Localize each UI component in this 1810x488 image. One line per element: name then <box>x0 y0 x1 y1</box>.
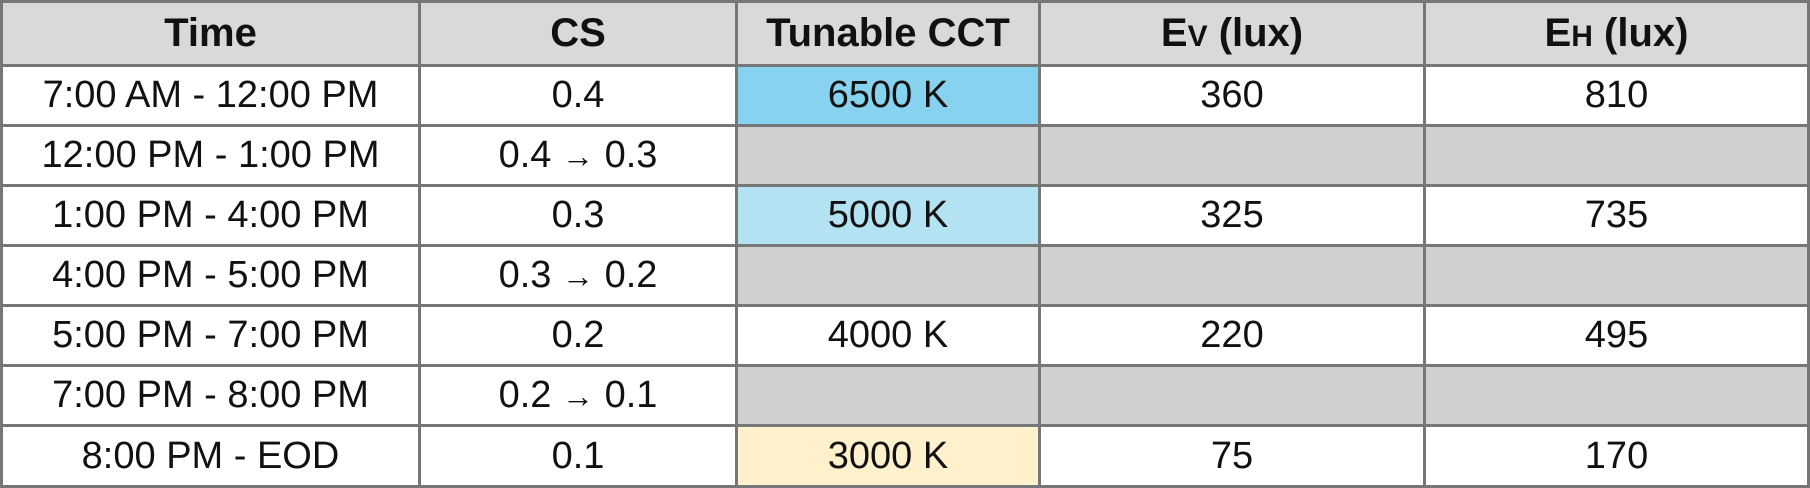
cell-time: 4:00 PM - 5:00 PM <box>0 244 421 307</box>
cell-cs: 0.2 <box>418 304 738 367</box>
cell-eh: 735 <box>1423 184 1810 247</box>
cell-cs: 0.2 → 0.1 <box>418 364 738 427</box>
cs-from: 0.3 <box>498 254 552 296</box>
cs-from: 0.4 <box>498 134 552 176</box>
header-eh-subscript: H <box>1571 20 1593 53</box>
cell-cct: 4000 K <box>735 304 1041 367</box>
table-row: 12:00 PM - 1:00 PM 0.4 → 0.3 <box>0 124 1810 187</box>
table-row: 7:00 AM - 12:00 PM 0.4 6500 K 360 810 <box>0 64 1810 127</box>
table-row: 7:00 PM - 8:00 PM 0.2 → 0.1 <box>0 364 1810 427</box>
cell-cct-empty <box>735 364 1041 427</box>
cell-eh-empty <box>1423 244 1810 307</box>
arrow-right-icon: → <box>562 258 594 294</box>
cs-to: 0.2 <box>604 254 658 296</box>
header-eh-letter: E <box>1544 11 1572 55</box>
table-row: 4:00 PM - 5:00 PM 0.3 → 0.2 <box>0 244 1810 307</box>
cell-eh: 495 <box>1423 304 1810 367</box>
cell-cct: 6500 K <box>735 64 1041 127</box>
cs-from: 0.2 <box>498 374 552 416</box>
cell-time: 7:00 PM - 8:00 PM <box>0 364 421 427</box>
header-cs: CS <box>418 0 738 67</box>
cell-time: 12:00 PM - 1:00 PM <box>0 124 421 187</box>
header-time: Time <box>0 0 421 67</box>
header-ev-subscript: V <box>1187 20 1208 53</box>
header-row: Time CS Tunable CCT EV (lux) EH (lux) <box>0 0 1810 67</box>
table-row: 5:00 PM - 7:00 PM 0.2 4000 K 220 495 <box>0 304 1810 367</box>
cell-time: 8:00 PM - EOD <box>0 424 421 488</box>
header-ev-unit: (lux) <box>1207 11 1304 55</box>
cell-cs: 0.3 <box>418 184 738 247</box>
cell-cs: 0.4 <box>418 64 738 127</box>
header-ev: EV (lux) <box>1038 0 1426 67</box>
cs-to: 0.3 <box>604 134 658 176</box>
cs-to: 0.1 <box>604 374 658 416</box>
cell-time: 1:00 PM - 4:00 PM <box>0 184 421 247</box>
cell-ev-empty <box>1038 124 1426 187</box>
header-eh-unit: (lux) <box>1592 11 1689 55</box>
table-row: 8:00 PM - EOD 0.1 3000 K 75 170 <box>0 424 1810 488</box>
cell-cct: 3000 K <box>735 424 1041 488</box>
header-cct: Tunable CCT <box>735 0 1041 67</box>
cell-eh-empty <box>1423 124 1810 187</box>
cell-eh: 810 <box>1423 64 1810 127</box>
cell-cct: 5000 K <box>735 184 1041 247</box>
cell-cct-empty <box>735 124 1041 187</box>
cell-eh-empty <box>1423 364 1810 427</box>
cell-time: 5:00 PM - 7:00 PM <box>0 304 421 367</box>
header-ev-letter: E <box>1160 11 1188 55</box>
cell-ev-empty <box>1038 244 1426 307</box>
cell-eh: 170 <box>1423 424 1810 488</box>
table-header: Time CS Tunable CCT EV (lux) EH (lux) <box>0 0 1810 67</box>
cell-ev: 325 <box>1038 184 1426 247</box>
arrow-right-icon: → <box>562 138 594 174</box>
table-body: 7:00 AM - 12:00 PM 0.4 6500 K 360 810 12… <box>0 64 1810 488</box>
cell-ev: 220 <box>1038 304 1426 367</box>
cell-cs: 0.1 <box>418 424 738 488</box>
cell-ev-empty <box>1038 364 1426 427</box>
arrow-right-icon: → <box>562 378 594 414</box>
header-eh: EH (lux) <box>1423 0 1810 67</box>
cell-ev: 360 <box>1038 64 1426 127</box>
cell-cs: 0.4 → 0.3 <box>418 124 738 187</box>
cell-time: 7:00 AM - 12:00 PM <box>0 64 421 127</box>
cell-ev: 75 <box>1038 424 1426 488</box>
table-row: 1:00 PM - 4:00 PM 0.3 5000 K 325 735 <box>0 184 1810 247</box>
cell-cs: 0.3 → 0.2 <box>418 244 738 307</box>
cell-cct-empty <box>735 244 1041 307</box>
